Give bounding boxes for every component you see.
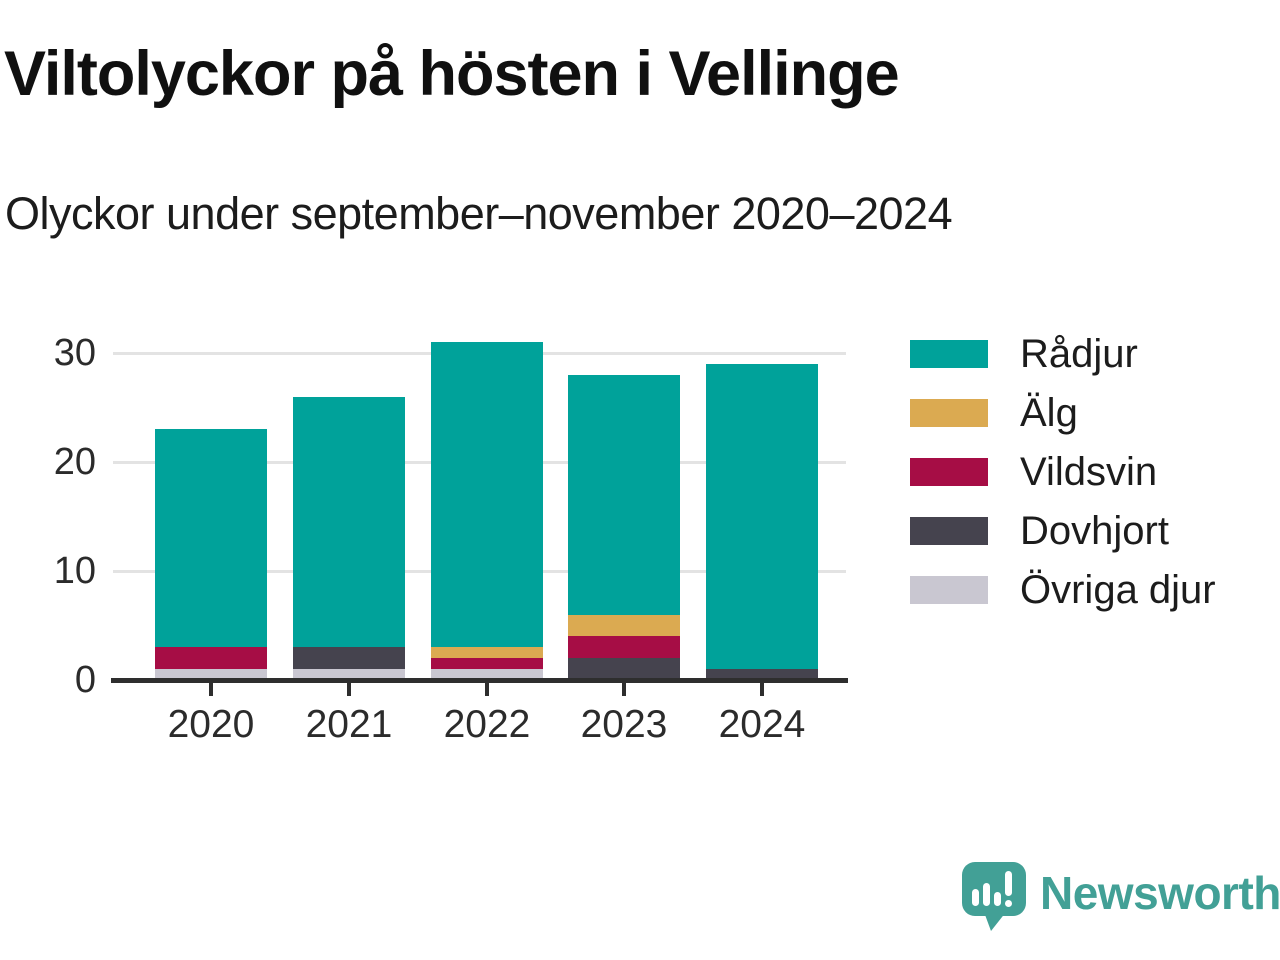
legend-label-Rådjur: Rådjur xyxy=(1020,332,1138,376)
x-axis-tick-label: 2023 xyxy=(580,703,668,746)
x-axis-tick-label: 2022 xyxy=(443,703,531,746)
bar-segment-Dovhjort-2023 xyxy=(568,658,680,680)
x-axis-tick-label: 2021 xyxy=(305,703,393,746)
bar-segment-Rådjur-2020 xyxy=(155,429,267,647)
brand-name: Newsworthy xyxy=(1040,867,1280,919)
bar-segment-Dovhjort-2021 xyxy=(293,647,405,669)
legend-label-Älg: Älg xyxy=(1020,391,1078,435)
bar-segment-Älg-2023 xyxy=(568,615,680,636)
legend-swatch-Övriga djur xyxy=(910,576,988,604)
bar-segment-Vildsvin-2020 xyxy=(155,647,267,669)
legend-swatch-Rådjur xyxy=(910,340,988,368)
bar-segment-Rådjur-2024 xyxy=(706,364,818,669)
chart-subtitle: Olyckor under september–november 2020–20… xyxy=(5,188,953,239)
bar-segment-Rådjur-2022 xyxy=(431,342,543,647)
brand-footer: Newsworthy xyxy=(962,862,1280,934)
chart-title: Viltolyckor på hösten i Vellinge xyxy=(4,39,900,109)
x-axis-tick xyxy=(485,683,489,696)
newsworthy-logo-icon xyxy=(962,862,1026,931)
x-axis-tick xyxy=(622,683,626,696)
x-axis-tick xyxy=(347,683,351,696)
bar-segment-Rådjur-2021 xyxy=(293,397,405,647)
y-axis-tick-label: 30 xyxy=(53,332,96,374)
bar-segment-Vildsvin-2023 xyxy=(568,636,680,658)
legend-swatch-Älg xyxy=(910,399,988,427)
bar-segment-Älg-2022 xyxy=(431,647,543,658)
x-axis-tick xyxy=(760,683,764,696)
legend-label-Vildsvin: Vildsvin xyxy=(1020,450,1158,494)
x-axis-line xyxy=(111,678,848,683)
bar-segment-Övriga djur-2021 xyxy=(293,669,405,680)
y-axis-tick-label: 10 xyxy=(53,550,96,592)
legend-swatch-Vildsvin xyxy=(910,458,988,486)
legend-swatch-Dovhjort xyxy=(910,517,988,545)
legend-label-Övriga djur: Övriga djur xyxy=(1020,568,1216,612)
bar-segment-Vildsvin-2022 xyxy=(431,658,543,669)
y-axis-tick-label: 0 xyxy=(74,659,96,701)
legend-label-Dovhjort: Dovhjort xyxy=(1020,509,1169,553)
bar-segment-Övriga djur-2020 xyxy=(155,669,267,680)
y-axis-tick-label: 20 xyxy=(53,441,96,483)
x-axis-tick xyxy=(209,683,213,696)
x-axis-tick-label: 2020 xyxy=(167,703,255,746)
bar-segment-Övriga djur-2022 xyxy=(431,669,543,680)
x-axis-tick-label: 2024 xyxy=(718,703,806,746)
bar-segment-Rådjur-2023 xyxy=(568,375,680,615)
bar-segment-Dovhjort-2024 xyxy=(706,669,818,680)
